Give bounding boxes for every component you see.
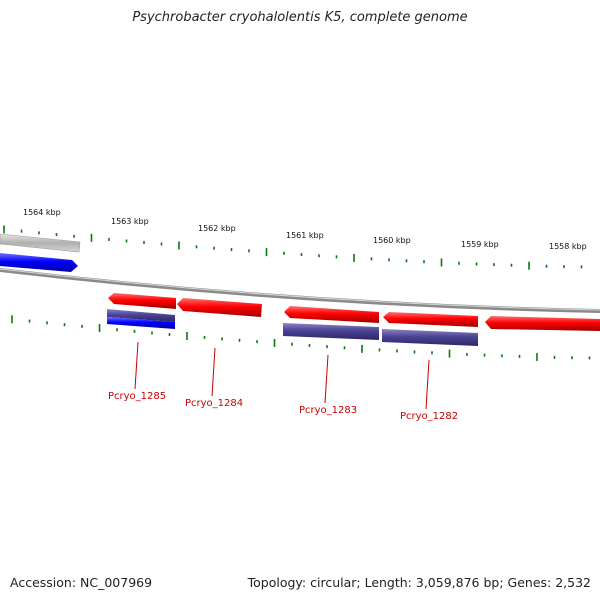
- scale-label: 1560 kbp: [373, 236, 411, 245]
- gene-arrow-forward[interactable]: [108, 293, 176, 309]
- scale-label: 1563 kbp: [111, 217, 149, 226]
- tick-row-lower: [11, 315, 591, 361]
- feature-block[interactable]: [107, 309, 175, 322]
- gene-label[interactable]: Pcryo_1284: [185, 398, 243, 409]
- gene-label[interactable]: Pcryo_1285: [108, 391, 166, 402]
- scale-label: 1561 kbp: [286, 231, 324, 240]
- feature-block[interactable]: [283, 323, 379, 340]
- gene-arrow-reverse[interactable]: [107, 317, 175, 329]
- gene-arrow-forward[interactable]: [284, 306, 379, 323]
- gene-arrow-forward[interactable]: [177, 298, 262, 317]
- gene-arrow-reverse[interactable]: [0, 253, 78, 272]
- gene-label[interactable]: Pcryo_1282: [400, 411, 458, 422]
- genome-summary-text: Topology: circular; Length: 3,059,876 bp…: [247, 575, 591, 590]
- scale-label: 1559 kbp: [461, 240, 499, 249]
- genome-backbone-highlight: [0, 268, 600, 311]
- gene-labels: Pcryo_1285 Pcryo_1284 Pcryo_1283 Pcryo_1…: [108, 391, 458, 422]
- gene-arrow-forward[interactable]: [383, 312, 478, 327]
- grey-feature[interactable]: [0, 233, 81, 253]
- feature-block[interactable]: [382, 329, 478, 346]
- label-lines: [134, 341, 430, 410]
- map-title: Psychrobacter cryohalolentis K5, complet…: [132, 10, 468, 25]
- scale-label: 1558 kbp: [549, 242, 587, 251]
- scale-label: 1564 kbp: [23, 208, 61, 217]
- gene-label[interactable]: Pcryo_1283: [299, 405, 357, 416]
- label-line: [134, 341, 139, 390]
- label-line: [211, 347, 216, 397]
- gene-arrow-forward[interactable]: [485, 316, 600, 331]
- label-line: [324, 354, 329, 404]
- label-line: [425, 359, 430, 410]
- genome-backbone: [0, 268, 600, 313]
- scale-label: 1562 kbp: [198, 224, 236, 233]
- accession-text: Accession: NC_007969: [10, 575, 153, 590]
- scale-labels: 1564 kbp 1563 kbp 1562 kbp 1561 kbp 1560…: [23, 208, 587, 251]
- tick-row-upper: [3, 225, 583, 270]
